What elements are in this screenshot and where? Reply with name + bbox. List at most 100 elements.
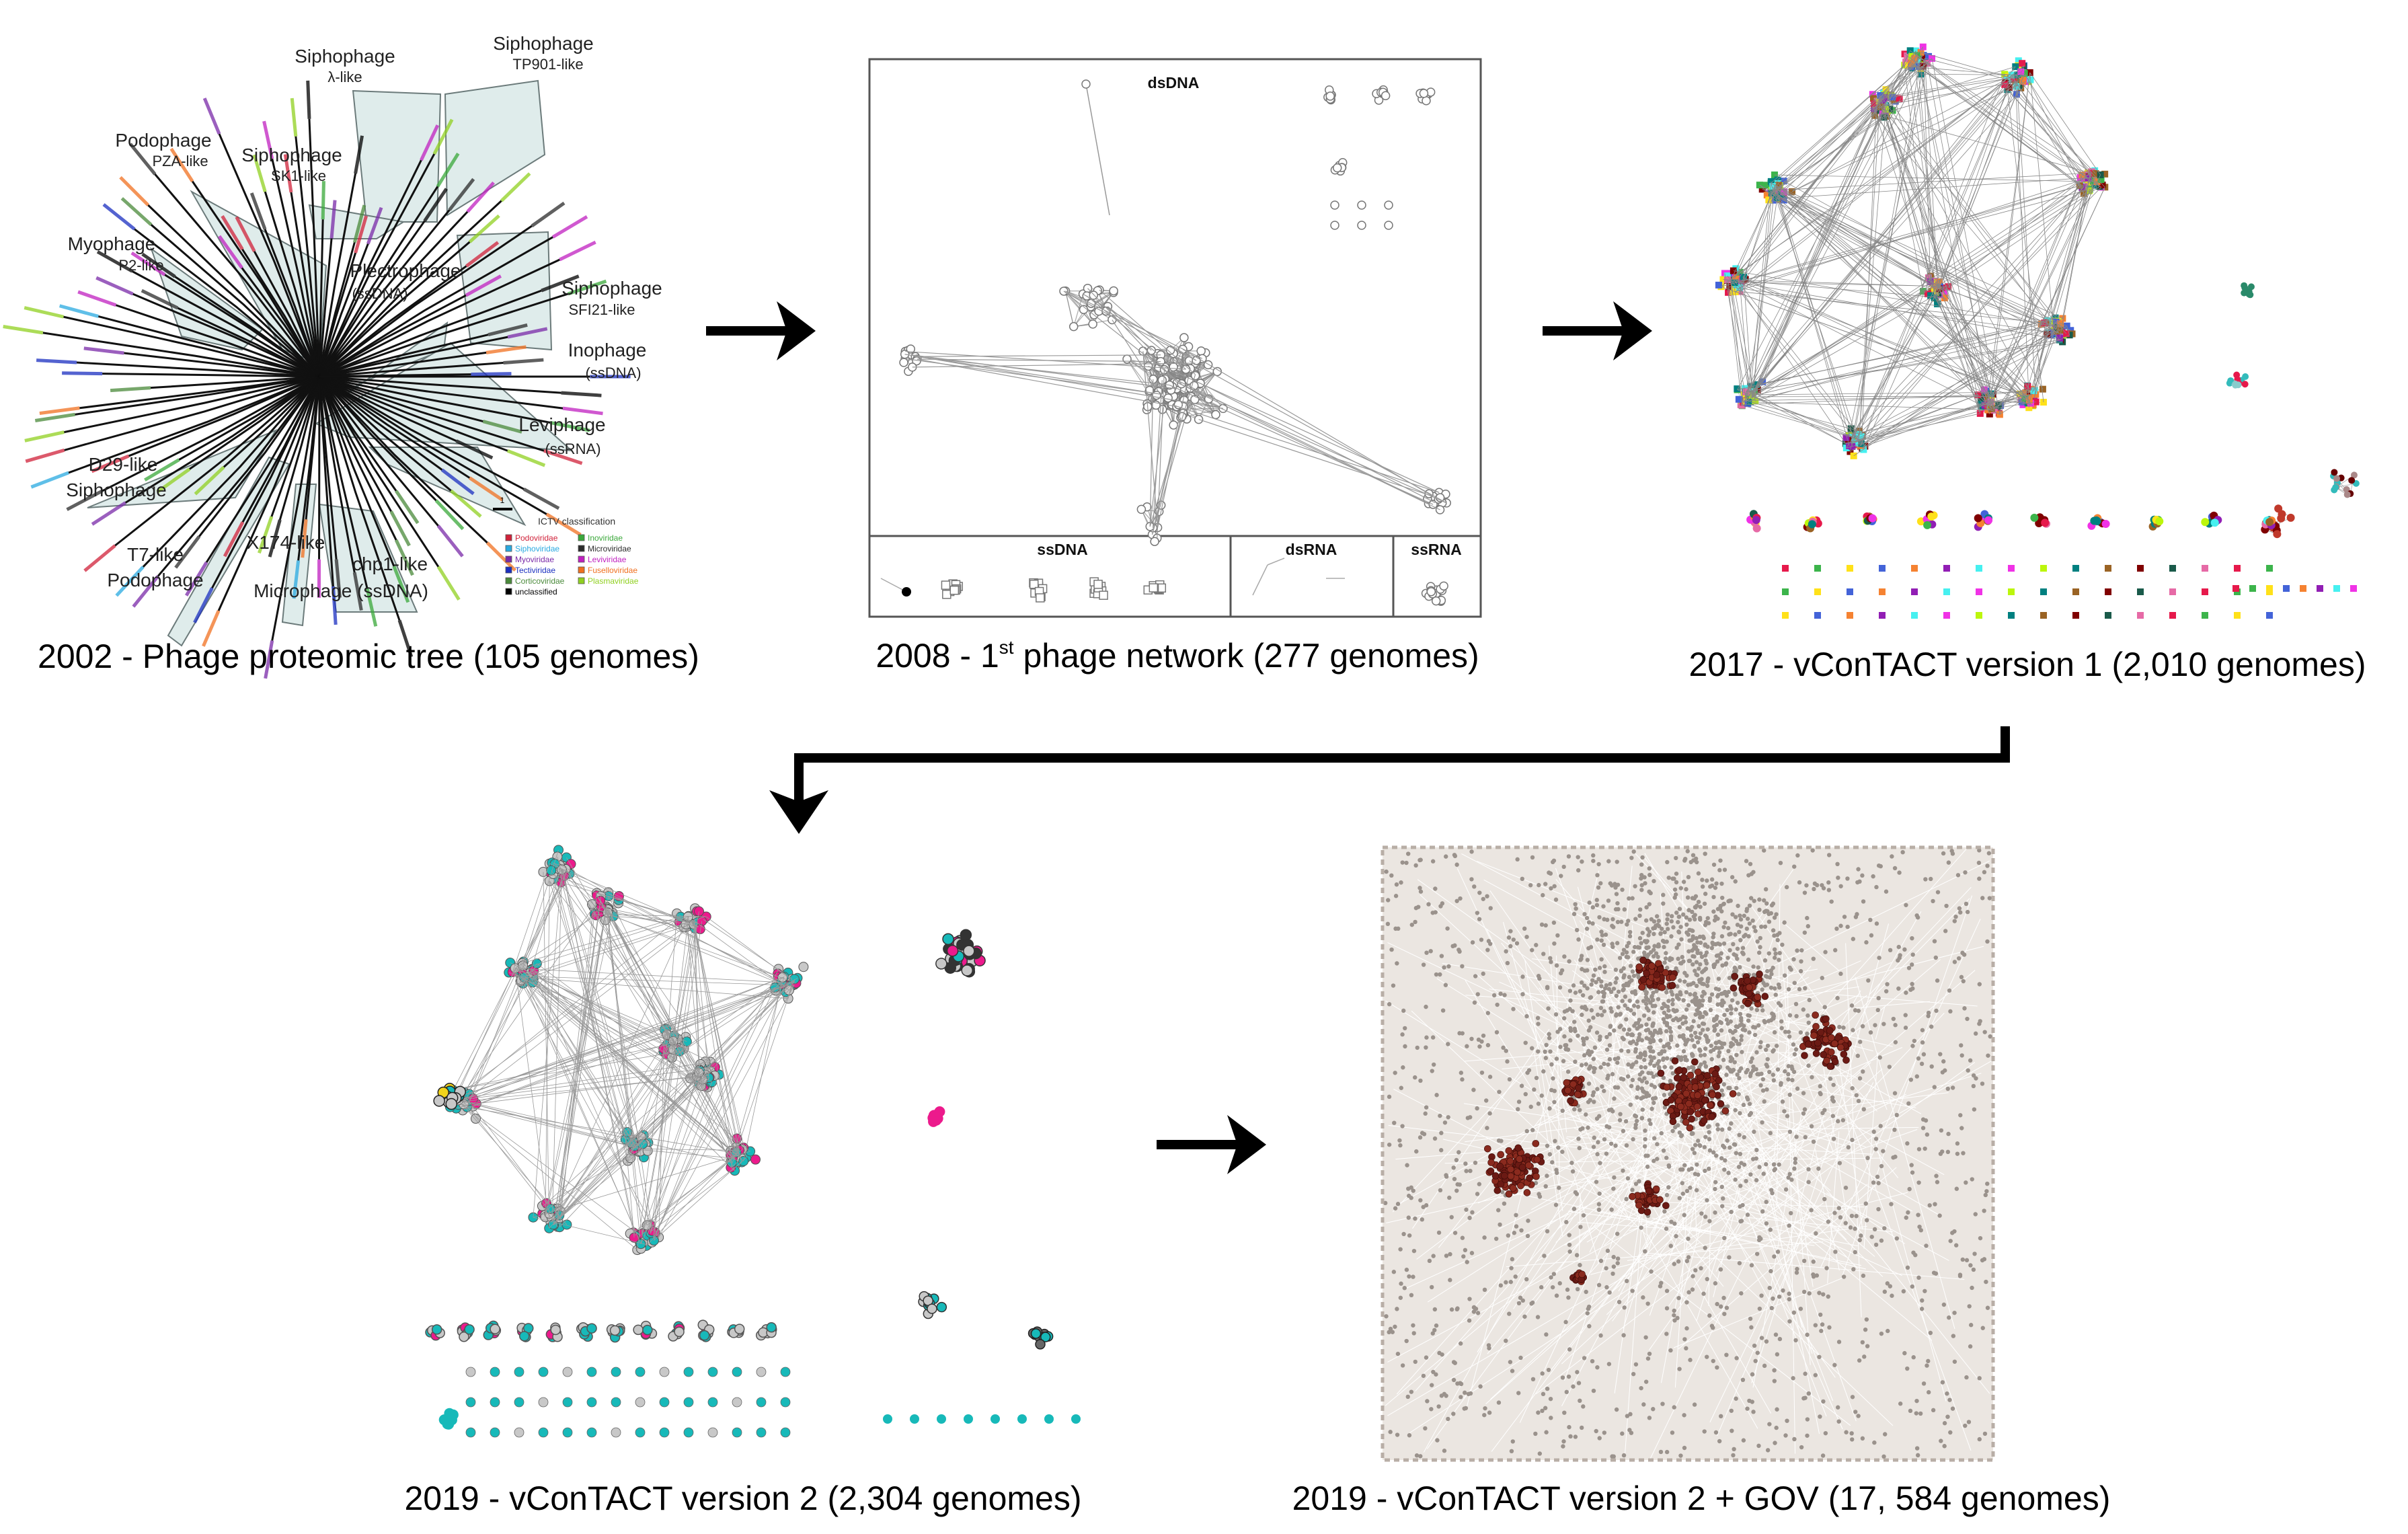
network-edge xyxy=(1858,187,2102,435)
network-node xyxy=(2300,585,2306,592)
network-edge xyxy=(1998,391,2030,406)
network-node xyxy=(1666,1185,1671,1190)
tree-leaf-label xyxy=(559,240,596,262)
network-edge xyxy=(1737,389,1861,440)
network-node xyxy=(1564,1389,1569,1395)
network-node xyxy=(1089,291,1099,300)
legend-item-label: unclassified xyxy=(515,587,557,597)
network-node xyxy=(1426,902,1431,907)
tree-branch xyxy=(319,225,533,378)
network-node xyxy=(1977,982,1982,987)
network-node xyxy=(1099,590,1108,600)
tree-branch xyxy=(290,192,321,377)
network-node xyxy=(2246,291,2253,298)
network-edge xyxy=(1775,186,2021,400)
tree-label-title: X174-like xyxy=(247,532,325,553)
tree-leaf-label xyxy=(95,276,134,296)
network-node xyxy=(2266,565,2273,572)
legend-swatch xyxy=(505,588,512,595)
tree-leaf-label xyxy=(264,640,274,679)
tree-branch xyxy=(319,375,545,452)
legend-title: ICTV classification xyxy=(538,516,615,527)
network-node xyxy=(674,1326,685,1338)
network-edge xyxy=(1860,334,2070,438)
tree-leaf-label xyxy=(486,345,527,354)
network-node xyxy=(1658,1449,1664,1455)
tree-branch xyxy=(188,375,320,470)
network-edge xyxy=(1151,396,1192,535)
tree-label-sub: Podophage xyxy=(107,570,203,590)
network-edge xyxy=(1851,58,1925,447)
network-node xyxy=(1150,537,1159,546)
network-node xyxy=(1163,393,1173,403)
tree-leaf-label xyxy=(24,430,65,443)
network-node xyxy=(1787,1297,1791,1302)
network-node xyxy=(2202,565,2208,572)
tree-branch xyxy=(319,289,542,378)
network-edge xyxy=(1754,78,2011,391)
network-node xyxy=(2241,284,2249,291)
network-edge xyxy=(1846,296,1936,449)
tree-branch xyxy=(64,375,320,434)
network-node xyxy=(2040,565,2047,572)
network-node xyxy=(1755,939,1760,944)
network-node xyxy=(699,1330,710,1341)
network-node xyxy=(1542,1254,1547,1258)
network-node xyxy=(2137,565,2144,572)
tree-leaf-label xyxy=(292,560,301,599)
network-node xyxy=(2286,513,2295,522)
network-edge xyxy=(1775,174,2097,182)
network-edge xyxy=(1939,77,2024,289)
network-node xyxy=(1677,1367,1682,1371)
network-node xyxy=(683,1397,694,1408)
network-node xyxy=(2234,565,2241,572)
network-node xyxy=(1684,1326,1689,1331)
network-node xyxy=(2266,612,2273,619)
tree-branch xyxy=(154,174,321,377)
network-edge xyxy=(1748,403,1859,439)
network-node xyxy=(1586,1081,1592,1086)
tree-leaf-label xyxy=(488,323,528,337)
tree-branch xyxy=(124,375,320,504)
tree-leaf-label xyxy=(561,391,602,397)
network-edge xyxy=(1777,65,1905,180)
network-node xyxy=(935,958,947,970)
network-node xyxy=(2019,60,2026,67)
network-node xyxy=(1976,565,1982,572)
tree-branches xyxy=(3,79,631,679)
network-node xyxy=(1612,1028,1617,1033)
network-node xyxy=(1927,292,1935,299)
network-node xyxy=(2169,588,2176,595)
tree-branch xyxy=(319,351,487,378)
network-node xyxy=(1985,939,1990,944)
network-node xyxy=(1550,1284,1555,1290)
network-node xyxy=(470,1113,481,1124)
network-node xyxy=(1196,346,1206,356)
network-edge xyxy=(608,908,674,1050)
network-edge xyxy=(1931,58,2001,415)
legend-swatch xyxy=(505,534,512,541)
network-edge xyxy=(1182,348,1434,497)
network-edge xyxy=(1987,404,1997,408)
network-node xyxy=(1952,1359,1957,1364)
network-edge xyxy=(648,1072,699,1143)
network-node xyxy=(1394,882,1399,887)
network-node xyxy=(2247,283,2255,291)
network-node xyxy=(1976,588,1982,595)
network-node xyxy=(1910,1044,1915,1048)
tree-clade-shade xyxy=(150,247,264,351)
tree-branch xyxy=(218,133,321,377)
network-edge xyxy=(1735,291,2020,395)
tree-leaf-label xyxy=(3,325,44,335)
network-edge xyxy=(2066,325,2070,336)
network-edge xyxy=(2029,72,2054,333)
network-node xyxy=(1721,941,1727,946)
tree-branch xyxy=(319,336,508,378)
tree-label-title: D29-like xyxy=(89,454,158,475)
tree-leaf-label xyxy=(36,358,77,365)
network-edge xyxy=(1727,275,1862,445)
tree-leaf-label xyxy=(218,235,243,269)
legend-swatch xyxy=(505,545,512,552)
network-node xyxy=(433,1095,445,1107)
